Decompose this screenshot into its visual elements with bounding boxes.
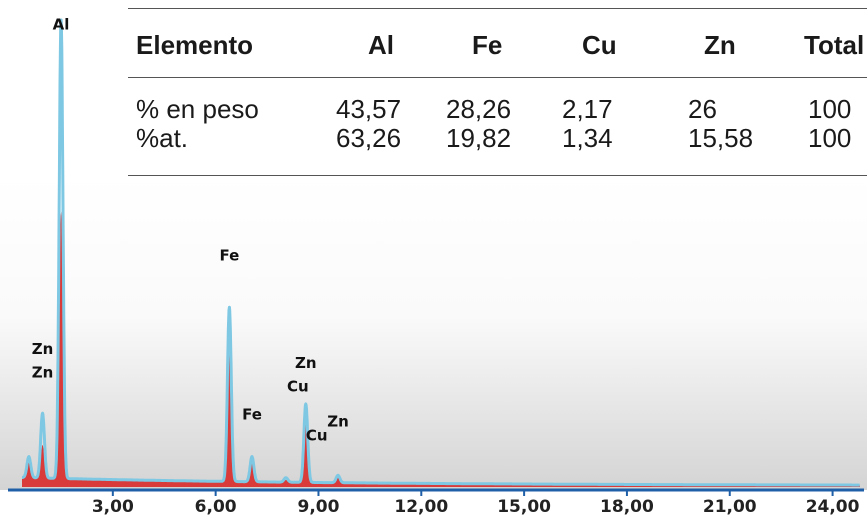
spectrum-series bbox=[20, 18, 861, 487]
x-tick-label: 18,00 bbox=[600, 497, 654, 517]
composition-table: Elemento Al Fe Cu Zn Total % en peso 43,… bbox=[128, 8, 867, 176]
table-cell-at-total: 100 bbox=[808, 123, 852, 153]
table-header-cu: Cu bbox=[582, 30, 617, 60]
table-header-total: Total bbox=[804, 30, 865, 60]
table-header-fe: Fe bbox=[472, 30, 503, 60]
x-tick-label: 15,00 bbox=[497, 497, 551, 517]
peak-label: Fe bbox=[242, 405, 262, 423]
table-cell-at-fe: 19,82 bbox=[446, 123, 512, 153]
spectrum-fill-area bbox=[22, 211, 860, 487]
table-row-label-peso: % en peso bbox=[136, 94, 259, 124]
x-axis: 3,00 6,00 9,00 12,00 15,00 18,00 21,00 24,00 bbox=[8, 488, 864, 517]
table-row-label-at: %at. bbox=[136, 123, 189, 153]
table-cell-peso-cu: 2,17 bbox=[562, 94, 613, 124]
table-cell-peso-fe: 28,26 bbox=[446, 94, 512, 124]
x-tick-label: 21,00 bbox=[703, 497, 757, 517]
table-cell-peso-al: 43,57 bbox=[336, 94, 402, 124]
x-tick-label: 24,00 bbox=[806, 497, 860, 517]
x-tick-label: 3,00 bbox=[92, 497, 134, 517]
table-cell-at-zn: 15,58 bbox=[688, 123, 754, 153]
x-tick-label: 6,00 bbox=[195, 497, 237, 517]
peak-label: Zn bbox=[295, 354, 317, 372]
table-cell-peso-zn: 26 bbox=[688, 94, 717, 124]
peak-label: Zn bbox=[327, 412, 349, 430]
table-header-al: Al bbox=[368, 30, 394, 60]
peak-label: Zn bbox=[32, 363, 54, 381]
table-cell-at-cu: 1,34 bbox=[562, 123, 613, 153]
peak-label: Zn bbox=[32, 340, 54, 358]
table-cell-peso-total: 100 bbox=[808, 94, 852, 124]
x-tick-label: 12,00 bbox=[394, 497, 448, 517]
table-cell-at-al: 63,26 bbox=[336, 123, 402, 153]
table-header-zn: Zn bbox=[704, 30, 736, 60]
table-bottom-rule bbox=[128, 175, 867, 176]
peak-label: Cu bbox=[287, 377, 309, 395]
table-top-rule bbox=[128, 8, 867, 9]
peak-label: Al bbox=[53, 15, 70, 33]
table-header-elemento: Elemento bbox=[136, 30, 254, 60]
table-header-rule bbox=[128, 77, 867, 78]
peak-label: Cu bbox=[306, 426, 328, 444]
peak-label: Fe bbox=[219, 247, 239, 265]
spectrum-outline-line bbox=[20, 18, 861, 487]
x-tick-label: 9,00 bbox=[297, 497, 339, 517]
